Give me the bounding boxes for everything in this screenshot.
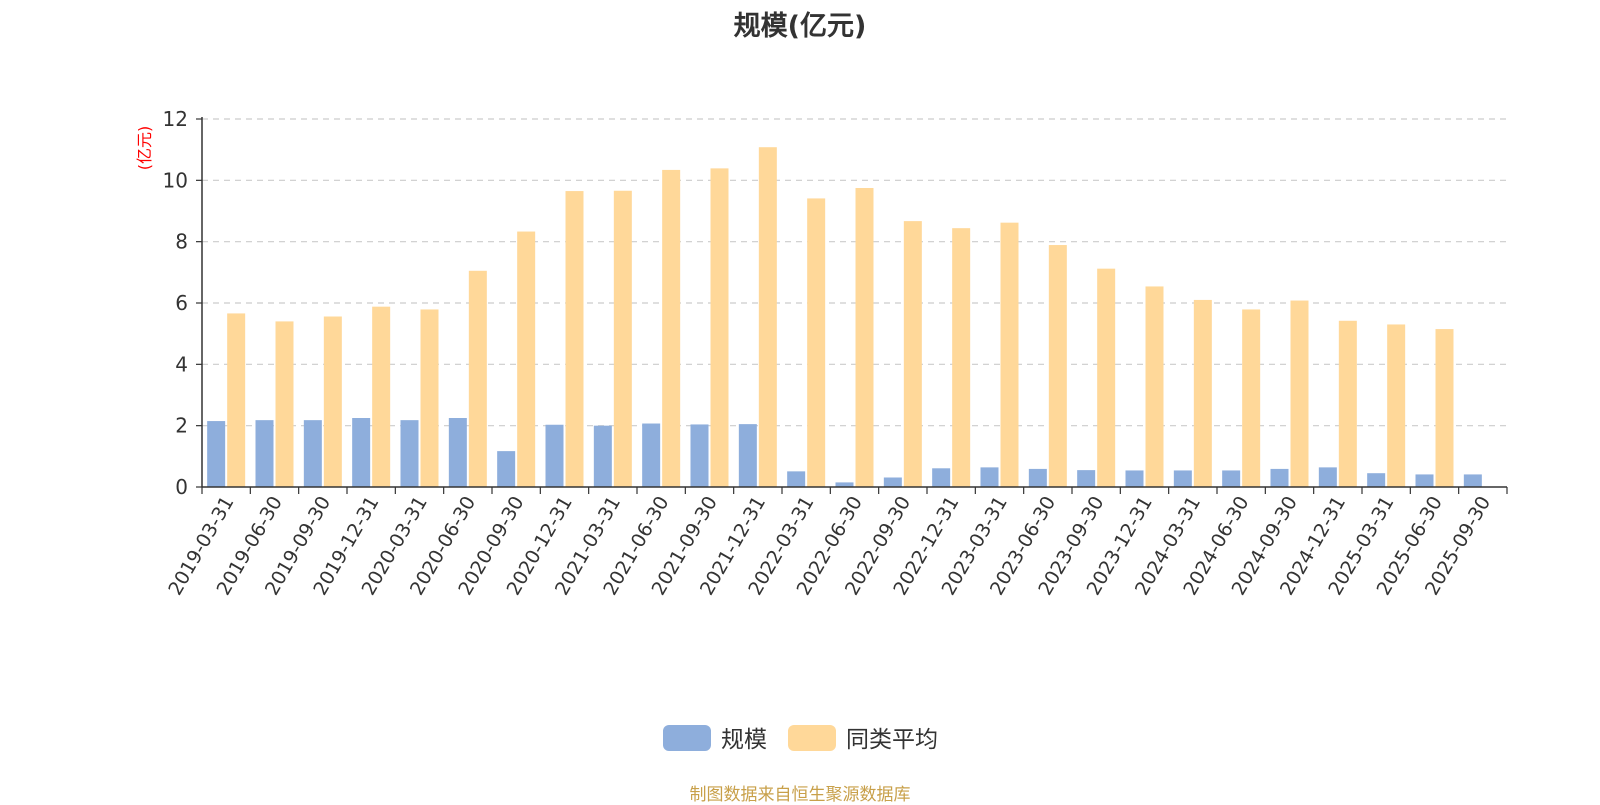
bar-peer-average xyxy=(1387,324,1406,487)
bar-peer-average xyxy=(565,191,584,488)
bar-peer-average xyxy=(468,270,487,487)
bar-scale xyxy=(1270,468,1289,487)
bar-scale xyxy=(255,420,274,487)
bar-peer-average xyxy=(1000,222,1019,488)
y-tick-label: 8 xyxy=(175,230,188,254)
grid-lines xyxy=(202,118,1507,427)
bar-scale xyxy=(352,418,371,487)
bar-scale xyxy=(1028,468,1047,487)
bar-peer-average xyxy=(1097,268,1116,487)
bar-scale xyxy=(400,420,419,487)
bar-peer-average xyxy=(1145,286,1164,487)
bar-scale xyxy=(303,420,322,487)
bar-peer-average xyxy=(420,309,439,487)
bar-scale xyxy=(497,451,516,487)
bar-peer-average xyxy=(1048,245,1067,487)
bar-scale xyxy=(207,421,226,487)
bar-scale xyxy=(1415,474,1434,487)
y-tick-label: 2 xyxy=(175,414,188,438)
bar-peer-average xyxy=(1242,309,1261,487)
bar-scale xyxy=(883,477,902,487)
bar-peer-average xyxy=(903,221,922,487)
bar-peer-average xyxy=(517,231,536,487)
source-note: 制图数据来自恒生聚源数据库 xyxy=(689,785,911,805)
bar-peer-average xyxy=(952,228,971,487)
bar-scale xyxy=(1125,470,1144,487)
legend-label-peer-average: 同类平均 xyxy=(846,727,938,753)
bar-peer-average xyxy=(662,169,681,487)
bar-scale xyxy=(690,424,709,487)
bar-peer-average xyxy=(807,198,826,487)
bar-peer-average xyxy=(227,313,246,487)
y-tick-label: 4 xyxy=(175,352,188,376)
bar-scale xyxy=(1173,470,1192,487)
bar-peer-average xyxy=(758,147,777,488)
bar-peer-average xyxy=(855,188,874,487)
bar-scale xyxy=(835,482,854,487)
bars xyxy=(207,147,1482,488)
legend-label-scale: 规模 xyxy=(721,727,767,753)
bar-scale xyxy=(1463,474,1482,487)
y-tick-label: 12 xyxy=(163,107,188,131)
bar-peer-average xyxy=(275,321,294,487)
bar-scale xyxy=(787,471,806,487)
bar-scale xyxy=(448,418,467,487)
y-tick-label: 0 xyxy=(175,475,188,499)
bar-scale xyxy=(1222,470,1241,487)
bar-peer-average xyxy=(372,306,391,487)
bar-scale xyxy=(980,467,999,487)
bar-scale xyxy=(932,468,951,487)
y-axis-unit-label: (亿元) xyxy=(135,126,154,171)
bar-scale xyxy=(642,423,661,487)
y-tick-label: 6 xyxy=(175,291,188,315)
bar-scale xyxy=(545,424,564,487)
bar-scale xyxy=(1077,470,1096,487)
bar-peer-average xyxy=(323,316,342,487)
bar-scale xyxy=(1318,467,1337,487)
chart-title: 规模(亿元) xyxy=(733,11,867,42)
bar-scale xyxy=(593,425,612,487)
bar-peer-average xyxy=(1193,299,1212,487)
bar-peer-average xyxy=(1435,329,1454,487)
bar-peer-average xyxy=(613,190,632,487)
bar-peer-average xyxy=(1290,300,1309,487)
legend-swatch-scale xyxy=(663,725,711,751)
bar-peer-average xyxy=(710,168,729,487)
legend: 规模 同类平均 xyxy=(663,725,938,753)
bar-peer-average xyxy=(1338,320,1357,487)
legend-swatch-peer-average xyxy=(788,725,836,751)
y-tick-label: 10 xyxy=(163,168,188,192)
bar-scale xyxy=(738,424,757,487)
bar-scale xyxy=(1367,473,1386,487)
